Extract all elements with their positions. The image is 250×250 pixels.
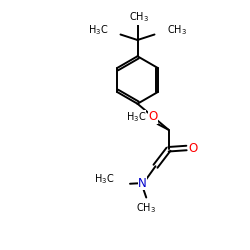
Text: CH$_3$: CH$_3$ [167,23,187,37]
Text: H$_3$C: H$_3$C [126,110,146,124]
Text: H$_3$C: H$_3$C [94,172,114,186]
Text: H$_3$C: H$_3$C [88,23,108,37]
Text: O: O [188,142,198,154]
Text: CH$_3$: CH$_3$ [129,10,149,24]
Text: CH$_3$: CH$_3$ [136,201,156,215]
Text: N: N [138,177,147,190]
Text: O: O [148,110,158,123]
